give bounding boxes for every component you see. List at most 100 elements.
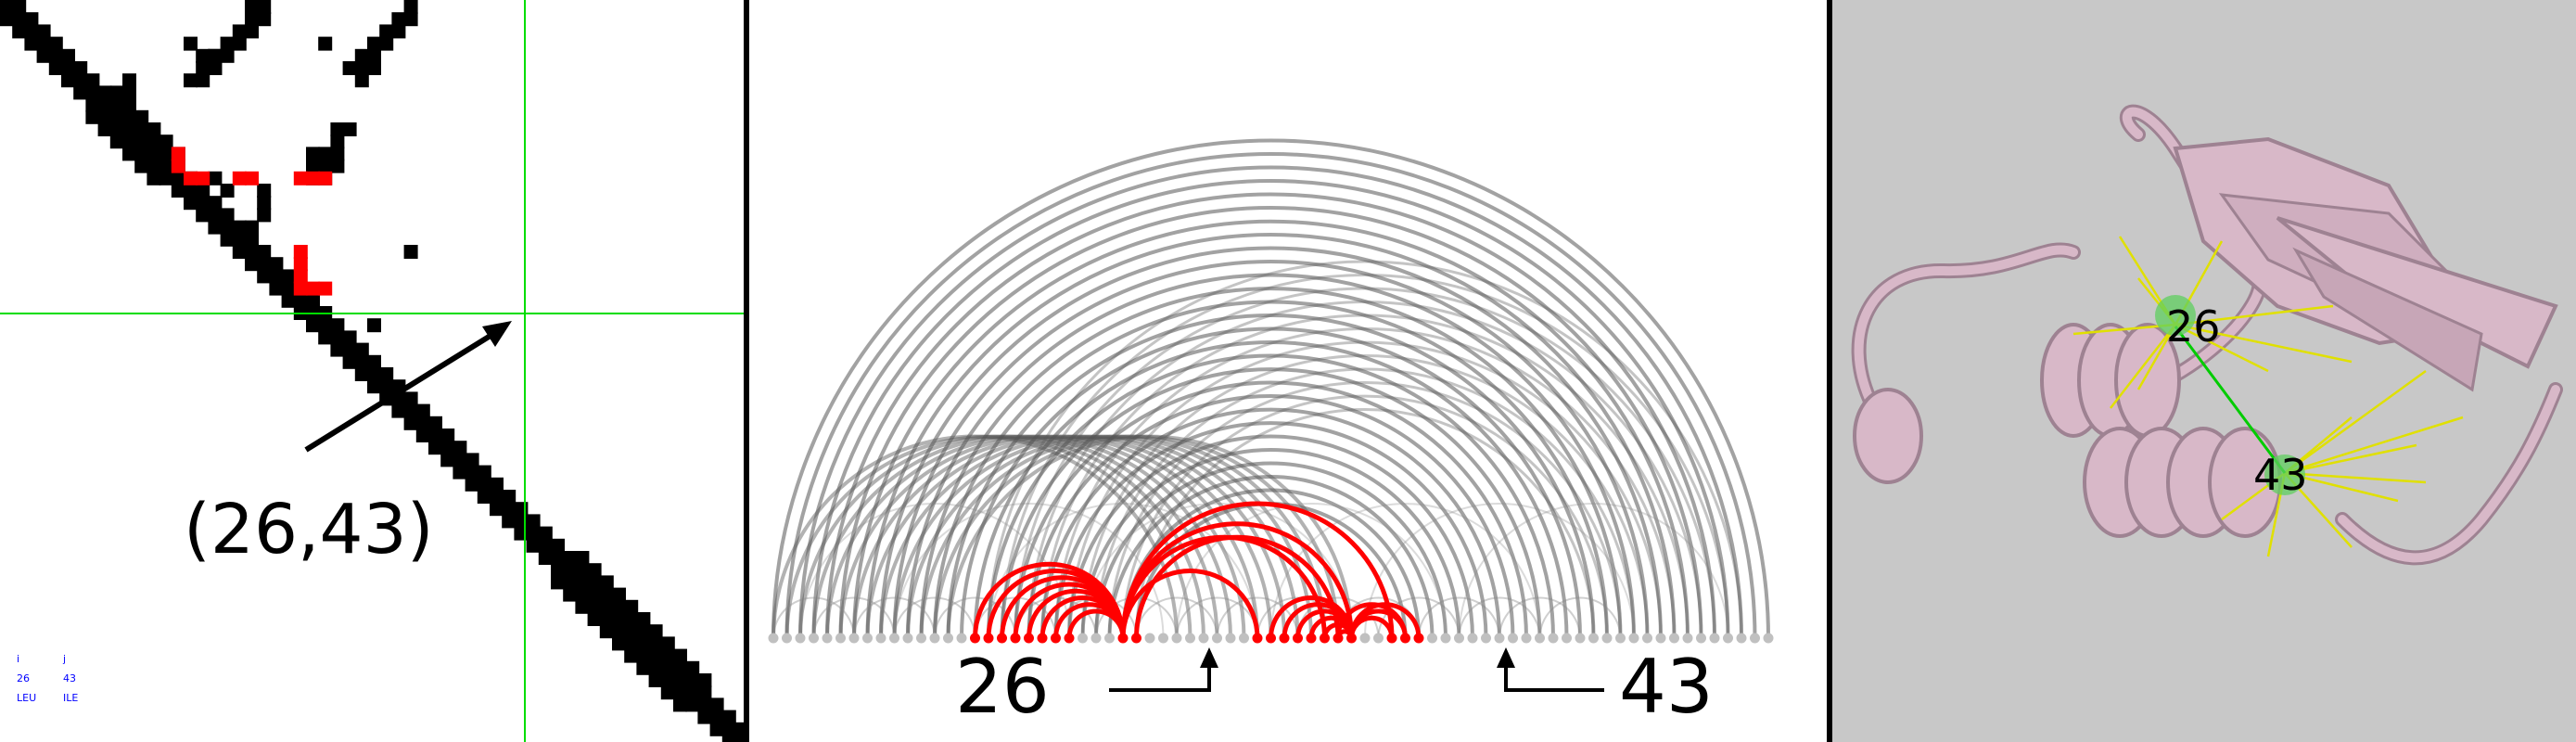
contact-cell xyxy=(379,379,394,394)
contact-cell xyxy=(330,318,345,333)
contact-cell xyxy=(587,599,602,614)
contact-cell xyxy=(232,24,247,39)
contact-cell xyxy=(734,735,744,742)
contact-arc xyxy=(1107,475,1435,639)
selected-cell xyxy=(171,159,185,173)
arc-diagram-panel[interactable]: 26 43 xyxy=(749,0,1827,742)
contact-cell xyxy=(0,12,14,27)
contact-cell xyxy=(721,710,736,724)
contact-cell xyxy=(477,490,491,504)
contact-arc xyxy=(1121,394,1609,639)
contact-cell xyxy=(697,685,712,700)
residue-node xyxy=(1117,633,1129,644)
residue-node xyxy=(889,633,899,644)
residue-43-sphere xyxy=(2264,454,2305,495)
contact-arc xyxy=(973,340,1569,639)
contact-cell xyxy=(147,134,161,149)
contact-cell xyxy=(208,196,223,211)
contact-cell xyxy=(526,526,541,541)
contact-cell xyxy=(330,330,345,345)
contact-cell xyxy=(367,36,381,51)
contact-cell xyxy=(648,660,663,675)
highlight-arcs xyxy=(973,501,1422,639)
selected-cell xyxy=(196,171,210,186)
contact-cell xyxy=(624,599,639,614)
contact-map[interactable]: (26,43) xyxy=(0,0,744,742)
residue-nodes xyxy=(768,633,1774,644)
residue-26-label: 26 xyxy=(2166,301,2221,352)
contact-cell xyxy=(48,36,63,51)
contact-cell xyxy=(636,648,651,663)
contact-cell xyxy=(330,122,345,136)
contact-cell xyxy=(122,73,136,88)
contact-cell xyxy=(563,587,578,602)
residue-node xyxy=(1225,633,1236,644)
selected-cell xyxy=(293,269,308,284)
contact-cell xyxy=(734,722,744,736)
contact-cell xyxy=(134,122,149,136)
contact-cell xyxy=(159,147,173,161)
contact-cell xyxy=(685,685,700,700)
contact-cell xyxy=(257,245,272,259)
contact-cell xyxy=(403,12,418,27)
contact-cell xyxy=(306,147,320,161)
contact-cell xyxy=(587,575,602,590)
contact-cell xyxy=(318,159,333,173)
contact-arc xyxy=(772,138,1770,639)
contact-cell xyxy=(575,599,590,614)
residue-node xyxy=(782,633,792,644)
contact-cell xyxy=(575,551,590,565)
contact-arc xyxy=(892,260,1650,639)
contact-cell xyxy=(612,612,626,626)
contact-arc xyxy=(987,260,1743,639)
protein-structure[interactable]: 26 43 xyxy=(1832,0,2576,742)
contact-cell xyxy=(477,465,491,480)
contact-cell xyxy=(281,293,296,308)
residue-node xyxy=(1400,633,1410,644)
contact-cell xyxy=(685,660,700,675)
pointer-arrowhead xyxy=(482,321,512,347)
contact-cell xyxy=(109,85,124,100)
residue-node xyxy=(1601,633,1613,644)
residue-node xyxy=(956,633,967,644)
contact-cell xyxy=(648,624,663,639)
i-value: 26 xyxy=(17,672,30,684)
contact-cell xyxy=(0,0,14,14)
contact-cell xyxy=(636,660,651,675)
residue-node xyxy=(1346,633,1357,644)
contact-cell xyxy=(379,367,394,381)
contact-cell xyxy=(453,441,467,455)
contact-cell xyxy=(612,599,626,614)
contact-cell xyxy=(648,673,663,687)
contact-cell xyxy=(624,648,639,663)
contact-cell xyxy=(354,342,369,357)
contact-cell xyxy=(73,73,88,88)
residue-node xyxy=(1090,633,1102,644)
contact-cell xyxy=(490,502,504,517)
contact-cell xyxy=(208,48,223,63)
residue-node xyxy=(1078,633,1088,644)
residue-node xyxy=(1024,633,1034,644)
contact-cell xyxy=(551,563,565,578)
contact-cell xyxy=(440,453,455,467)
contact-cell xyxy=(220,232,235,247)
contact-cell xyxy=(159,159,173,173)
contact-cell xyxy=(61,61,75,75)
contact-cell xyxy=(330,342,345,357)
contact-cell xyxy=(599,599,614,614)
contact-cell xyxy=(208,61,223,75)
arc-diagram[interactable]: 26 43 xyxy=(749,0,1827,742)
selected-cell xyxy=(245,171,259,186)
contact-cell xyxy=(196,184,210,198)
contact-arc xyxy=(812,596,896,639)
contact-cell xyxy=(208,220,223,235)
left-pointer xyxy=(1109,660,1211,692)
residue-node xyxy=(1682,633,1693,644)
contact-arc xyxy=(1094,367,1636,639)
structure-view-panel[interactable]: 26 43 xyxy=(1832,0,2576,742)
helices xyxy=(1853,323,2282,538)
contact-arc xyxy=(784,434,1192,639)
contact-cell xyxy=(245,12,259,27)
contact-cell xyxy=(648,648,663,663)
contact-map-panel[interactable]: (26,43) i j 26 43 LEU ILE xyxy=(0,0,744,742)
